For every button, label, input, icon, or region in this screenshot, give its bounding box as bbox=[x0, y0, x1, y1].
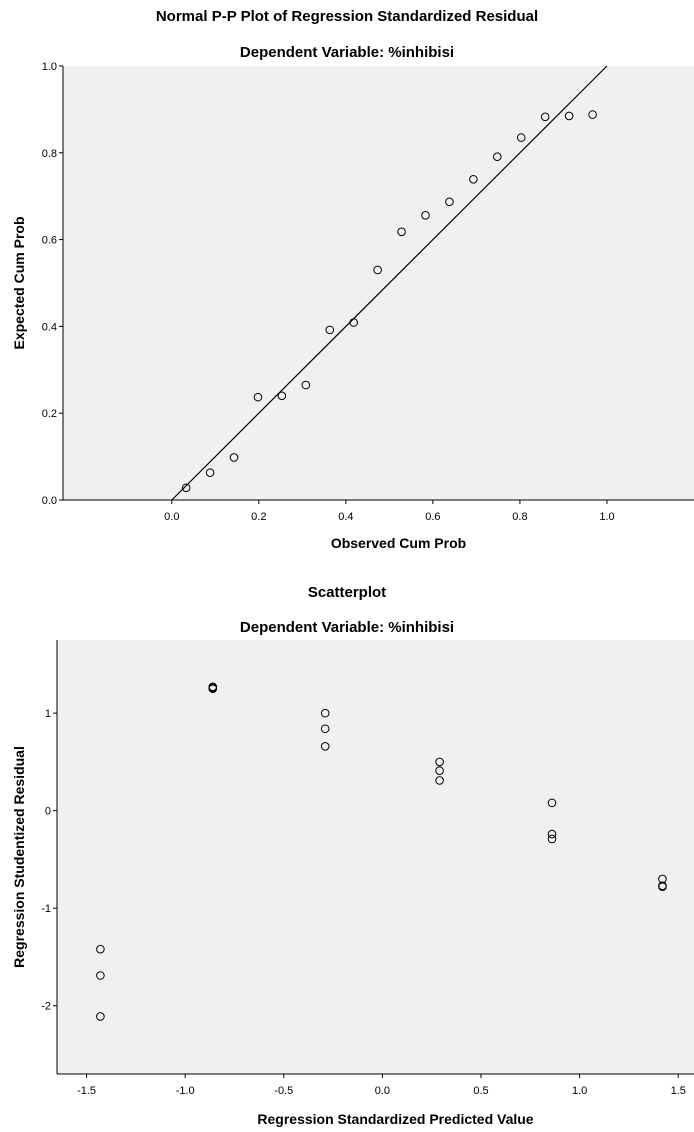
scatter-y-tick-label: -1 bbox=[41, 903, 51, 915]
scatter-y-tick-label: -2 bbox=[41, 1001, 51, 1013]
scatter-data-point bbox=[436, 758, 444, 766]
scatter-x-axis-label: Regression Standardized Predicted Value bbox=[257, 1111, 533, 1127]
scatter-x-tick-label: 0.0 bbox=[375, 1085, 390, 1097]
scatter-data-point bbox=[659, 882, 667, 890]
pp-x-tick-label: 0.6 bbox=[425, 511, 440, 523]
scatter-x-tick-label: 0.5 bbox=[473, 1085, 488, 1097]
scatter-title: Scatterplot bbox=[0, 584, 694, 601]
scatter-y-tick-label: 1 bbox=[45, 708, 51, 720]
scatter-data-point bbox=[321, 709, 329, 717]
scatter-data-point bbox=[97, 1013, 105, 1021]
scatter-x-tick-label: 1.5 bbox=[671, 1085, 686, 1097]
scatter-plot-area bbox=[57, 640, 694, 1074]
scatter-data-point bbox=[209, 685, 217, 693]
scatter-data-point bbox=[97, 945, 105, 953]
scatter-data-point bbox=[436, 777, 444, 785]
pp-x-axis-label: Observed Cum Prob bbox=[331, 535, 466, 551]
scatter-x-tick-label: -1.5 bbox=[77, 1085, 96, 1097]
pp-y-tick-label: 1.0 bbox=[42, 61, 57, 73]
pp-x-tick-label: 0.0 bbox=[164, 511, 179, 523]
scatter-data-point bbox=[548, 830, 556, 838]
pp-plot-panel: Normal P-P Plot of Regression Standardiz… bbox=[0, 0, 694, 560]
scatter-data-point bbox=[548, 799, 556, 807]
pp-y-axis-label: Expected Cum Prob bbox=[11, 216, 27, 349]
scatter-data-point bbox=[209, 684, 217, 692]
scatter-y-axis-label: Regression Studentized Residual bbox=[11, 746, 27, 968]
scatter-x-tick-label: 1.0 bbox=[572, 1085, 587, 1097]
scatter-data-point bbox=[659, 875, 667, 883]
pp-y-tick-label: 0.4 bbox=[42, 321, 57, 333]
pp-y-tick-label: 0.0 bbox=[42, 495, 57, 507]
scatter-data-point bbox=[321, 743, 329, 751]
scatter-data-point bbox=[321, 725, 329, 733]
scatter-data-point bbox=[548, 835, 556, 843]
scatter-x-tick-label: -0.5 bbox=[274, 1085, 293, 1097]
pp-y-tick-label: 0.6 bbox=[42, 235, 57, 247]
scatter-data-point bbox=[209, 683, 217, 691]
scatter-y-tick-label: 0 bbox=[45, 806, 51, 818]
pp-y-tick-label: 0.8 bbox=[42, 148, 57, 160]
scatter-data-point bbox=[436, 767, 444, 775]
pp-plot-chart: 0.0 0.2 0.4 0.6 0.8 1.0 0.0 0.2 0.4 0.6 0.8 1.0 Obse… bbox=[0, 0, 694, 560]
pp-x-tick-label: 0.8 bbox=[512, 511, 527, 523]
pp-plot-area bbox=[63, 66, 694, 500]
scatter-subtitle: Dependent Variable: %inhibisi bbox=[0, 619, 694, 636]
scatter-data-point bbox=[97, 972, 105, 980]
pp-x-tick-label: 0.2 bbox=[251, 511, 266, 523]
scatter-x-tick-label: -1.0 bbox=[176, 1085, 195, 1097]
pp-x-tick-label: 1.0 bbox=[599, 511, 614, 523]
pp-x-tick-label: 0.4 bbox=[338, 511, 353, 523]
scatter-data-point bbox=[659, 883, 667, 891]
pp-y-tick-label: 0.2 bbox=[42, 408, 57, 420]
